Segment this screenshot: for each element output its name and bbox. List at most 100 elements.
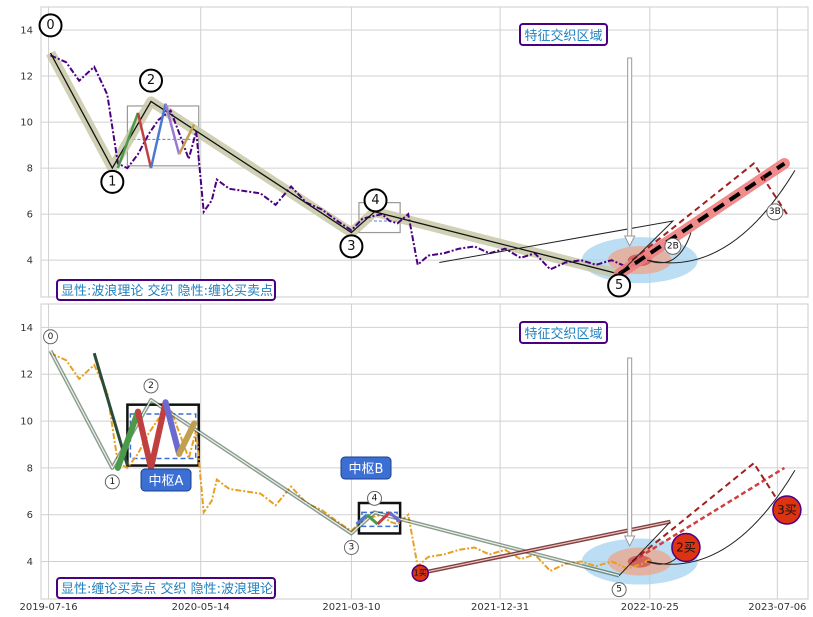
x-ticks: 2019-07-16 2020-05-14 2021-03-10 2021-12-31… [19, 602, 806, 613]
top-y-tick-label: 12 [20, 72, 33, 83]
top-caption: 显性:波浪理论 交织 隐性:缠论买卖点 [56, 279, 276, 301]
top-labels: 0 1 2 3 4 5 2B 3B [38, 13, 784, 298]
bottom-y-ticks: 4 6 8 10 12 14 [20, 323, 33, 568]
top-fan-line [439, 220, 675, 275]
buy-point-label: 3买 [777, 503, 797, 517]
top-wave-point-circle [339, 234, 364, 259]
top-fan-curve-small [647, 232, 692, 264]
x-tick-label: 2020-05-14 [172, 602, 230, 613]
bottom-sub-stroke [176, 420, 198, 457]
bottom-y-tick-label: 12 [20, 370, 33, 381]
top-y-tick-label: 10 [20, 118, 33, 129]
top-dashed-projection [631, 162, 788, 261]
top-feature-arrow-head [623, 235, 636, 248]
bottom-stroke-extra [92, 352, 129, 466]
top-wave-point-label: 5 [615, 278, 623, 293]
top-feature-tag-text: 特征交织区域 [524, 28, 602, 44]
top-y-tick-label: 14 [20, 26, 33, 37]
top-wave-point-label: 1 [108, 174, 116, 189]
x-tick-label: 2022-10-25 [621, 602, 679, 613]
bottom-stroke-point-label: 3 [349, 542, 355, 552]
bottom-sub-stroke-b [388, 511, 402, 523]
top-wave-point-circle [100, 169, 125, 194]
bottom-stroke-line [49, 350, 620, 577]
bottom-ellipse-inner [627, 555, 652, 568]
bottom-fan-line [618, 521, 671, 576]
top-sub-stroke [116, 112, 140, 169]
bottom-y-tick-label: 8 [27, 463, 33, 474]
top-sub-stroke [178, 123, 196, 155]
top-feature-tag: 特征交织区域 [519, 23, 608, 46]
top-caption-text: 显性:波浪理论 交织 隐性:缠论买卖点 [61, 283, 273, 299]
top-wave-point-circle [363, 188, 388, 213]
top-wave-point-label: 2 [147, 73, 155, 88]
bottom-stroke-point-circle [43, 329, 59, 345]
bottom-y-tick-label: 14 [20, 323, 33, 334]
bottom-sub-stroke-b [365, 513, 379, 526]
top-sub-stroke [136, 112, 153, 169]
bottom-dashed-projection [631, 461, 788, 563]
x-tick-label: 2021-12-31 [471, 602, 529, 613]
bottom-caption: 显性:缠论买卖点 交织 隐性:波浪理论 [56, 577, 276, 599]
bottom-labels: 0 1 2 3 4 5 1买 2买 3买 [43, 329, 802, 598]
x-tick-label: 2019-07-16 [19, 602, 77, 613]
bottom-stroke-point-label: 2 [148, 381, 154, 391]
top-y-tick-label: 4 [27, 256, 33, 267]
bottom-feature-arrow-shaft [627, 357, 633, 537]
top-y-ticks: 4 6 8 10 12 14 [20, 26, 33, 267]
top-wave-point-circle [139, 68, 164, 93]
bottom-y-tick-label: 6 [27, 510, 33, 521]
bottom-stroke-point-label: 0 [48, 332, 54, 342]
zhongshu-b-label-text: 中枢B [349, 462, 384, 477]
bottom-stroke-point-circle [611, 582, 627, 598]
top-marker-circle [664, 237, 682, 255]
bottom-sub-stroke [148, 399, 169, 471]
bottom-stroke-point-circle [367, 490, 383, 506]
buy-point-label: 2买 [676, 540, 696, 554]
top-series [46, 50, 796, 280]
zhongshu-a-label-text: 中枢A [149, 474, 184, 489]
bottom-red-dashed [631, 466, 786, 563]
top-wave-line [49, 52, 620, 275]
bottom-caption-text: 显性:缠论买卖点 交织 隐性:波浪理论 [61, 581, 273, 597]
top-wave-point-label: 0 [46, 18, 54, 33]
top-feature-arrow-shaft [627, 57, 633, 237]
top-wave-point-circle [38, 13, 63, 38]
zhongshu-a-label: 中枢A [140, 468, 192, 492]
buy-point-circle [772, 495, 802, 525]
bottom-stroke-point-label: 5 [616, 585, 622, 595]
feature-arrows [623, 57, 636, 548]
top-marker-label: 2B [667, 241, 679, 251]
bottom-sub-stroke [114, 408, 141, 471]
top-y-tick-label: 6 [27, 210, 33, 221]
bottom-stroke-point-label: 4 [372, 493, 378, 503]
bottom-sub-stroke [162, 399, 183, 457]
bottom-y-tick-label: 4 [27, 557, 33, 568]
bottom-stroke-point-circle [104, 474, 120, 490]
buy-point-label: 1买 [414, 569, 427, 578]
top-projection-dashed [617, 161, 786, 276]
top-sub-stroke [149, 103, 167, 169]
buy-point-circle [671, 532, 701, 563]
top-marker-label: 3B [769, 207, 781, 217]
bottom-feature-tag: 特征交织区域 [519, 321, 608, 344]
buy-point-circle [411, 564, 429, 582]
top-fan-curve [647, 170, 796, 264]
bottom-y-tick-label: 10 [20, 417, 33, 428]
x-tick-label: 2021-03-10 [322, 602, 380, 613]
bottom-stroke-point-label: 1 [109, 477, 115, 487]
top-wave-point-circle [607, 273, 632, 298]
bottom-feature-arrow-head [623, 535, 636, 548]
bottom-sub-stroke-b [355, 513, 368, 526]
bottom-stroke-point-circle [343, 539, 359, 555]
bottom-sub-stroke [134, 408, 155, 471]
bottom-feature-tag-text: 特征交织区域 [524, 326, 602, 342]
top-price-line [50, 54, 651, 271]
bottom-fan-curve [647, 469, 796, 565]
bottom-series [48, 349, 796, 578]
top-y-tick-label: 8 [27, 164, 33, 175]
bottom-stroke-point-circle [143, 378, 159, 394]
bottom-sub-stroke-b [376, 511, 391, 526]
top-wave-point-label: 3 [347, 239, 355, 254]
